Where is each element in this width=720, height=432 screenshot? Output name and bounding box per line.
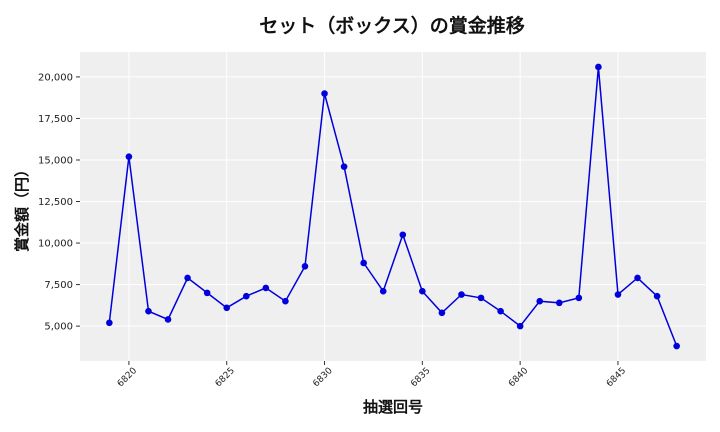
data-point [536,297,544,305]
y-tick-label: 7,500 [44,280,73,291]
data-point [497,307,504,315]
data-point [125,153,133,160]
data-point [653,292,661,300]
data-point [145,307,152,315]
y-axis-label: 賞金額（円） [13,162,31,252]
x-tick-label: 6840 [507,366,530,389]
data-point [438,309,446,317]
data-point [164,316,172,323]
data-point [106,319,113,327]
x-tick-label: 6830 [311,366,334,389]
data-point [301,263,309,270]
x-axis: 6820 6825 6830 6835 6840 6845 [116,361,628,389]
data-point [360,259,367,267]
y-tick-label: 20,000 [38,72,73,83]
data-point [614,291,622,298]
data-point [379,287,387,295]
data-point [419,287,426,295]
plot-area [80,52,706,361]
y-tick-label: 17,500 [38,114,73,125]
y-tick-label: 10,000 [38,239,73,250]
data-point [203,289,211,297]
y-tick-label: 5,000 [44,322,73,333]
y-axis: 5,000 7,500 10,000 12,500 15,000 17,500 20,000 [38,72,80,333]
data-point [321,90,328,97]
x-tick-label: 6820 [116,366,139,389]
data-point [458,291,465,298]
y-tick-label: 12,500 [38,197,73,208]
series-points [106,63,680,350]
data-point [575,294,583,302]
x-tick-label: 6845 [605,366,628,389]
data-point [262,284,270,292]
data-point [673,342,680,350]
y-tick-label: 15,000 [38,155,73,166]
chart-title: セット（ボックス）の賞金推移 [259,14,524,37]
data-point [516,322,524,330]
x-axis-label: 抽選回号 [363,398,423,416]
data-point [184,274,191,282]
data-point [223,304,231,312]
data-point [595,63,602,71]
x-tick-label: 6825 [214,366,237,389]
data-point [555,299,563,307]
data-point [282,297,289,305]
x-tick-label: 6835 [409,366,432,389]
series-line [108,66,678,347]
data-point [477,294,485,302]
data-point [242,292,250,300]
data-point [634,274,641,282]
data-point [340,163,348,170]
data-point [399,231,407,239]
